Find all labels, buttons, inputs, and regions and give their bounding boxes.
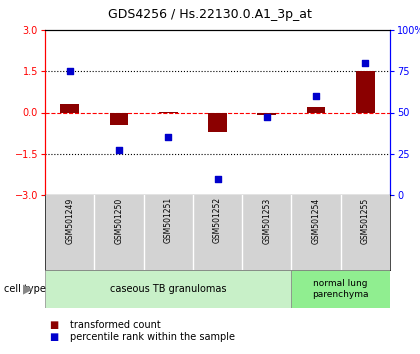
Point: [263, 115, 270, 120]
Text: ■: ■: [49, 320, 58, 330]
Text: GSM501253: GSM501253: [262, 197, 271, 244]
Point: [116, 148, 122, 153]
Text: ■: ■: [49, 332, 58, 342]
Point: [66, 68, 73, 74]
Bar: [257, 113, 276, 115]
Bar: [291, 270, 390, 308]
Text: GSM501254: GSM501254: [312, 197, 320, 244]
Bar: [356, 71, 375, 113]
Bar: [60, 104, 79, 113]
Point: [362, 60, 369, 66]
Text: percentile rank within the sample: percentile rank within the sample: [70, 332, 235, 342]
Bar: [45, 270, 291, 308]
Text: transformed count: transformed count: [70, 320, 161, 330]
Point: [214, 176, 221, 181]
Text: caseous TB granulomas: caseous TB granulomas: [110, 284, 226, 294]
Text: GSM501251: GSM501251: [164, 197, 173, 244]
Point: [165, 135, 172, 140]
Point: [313, 93, 320, 99]
Text: cell type: cell type: [4, 284, 46, 294]
Bar: [159, 112, 178, 113]
Bar: [208, 113, 227, 132]
Text: GDS4256 / Hs.22130.0.A1_3p_at: GDS4256 / Hs.22130.0.A1_3p_at: [108, 8, 312, 21]
Bar: [110, 113, 128, 125]
Text: normal lung
parenchyma: normal lung parenchyma: [312, 279, 369, 299]
Bar: [307, 107, 326, 113]
Text: ▶: ▶: [24, 282, 33, 296]
Text: GSM501255: GSM501255: [361, 197, 370, 244]
Text: GSM501249: GSM501249: [65, 197, 74, 244]
Text: GSM501250: GSM501250: [114, 197, 123, 244]
Text: GSM501252: GSM501252: [213, 197, 222, 244]
